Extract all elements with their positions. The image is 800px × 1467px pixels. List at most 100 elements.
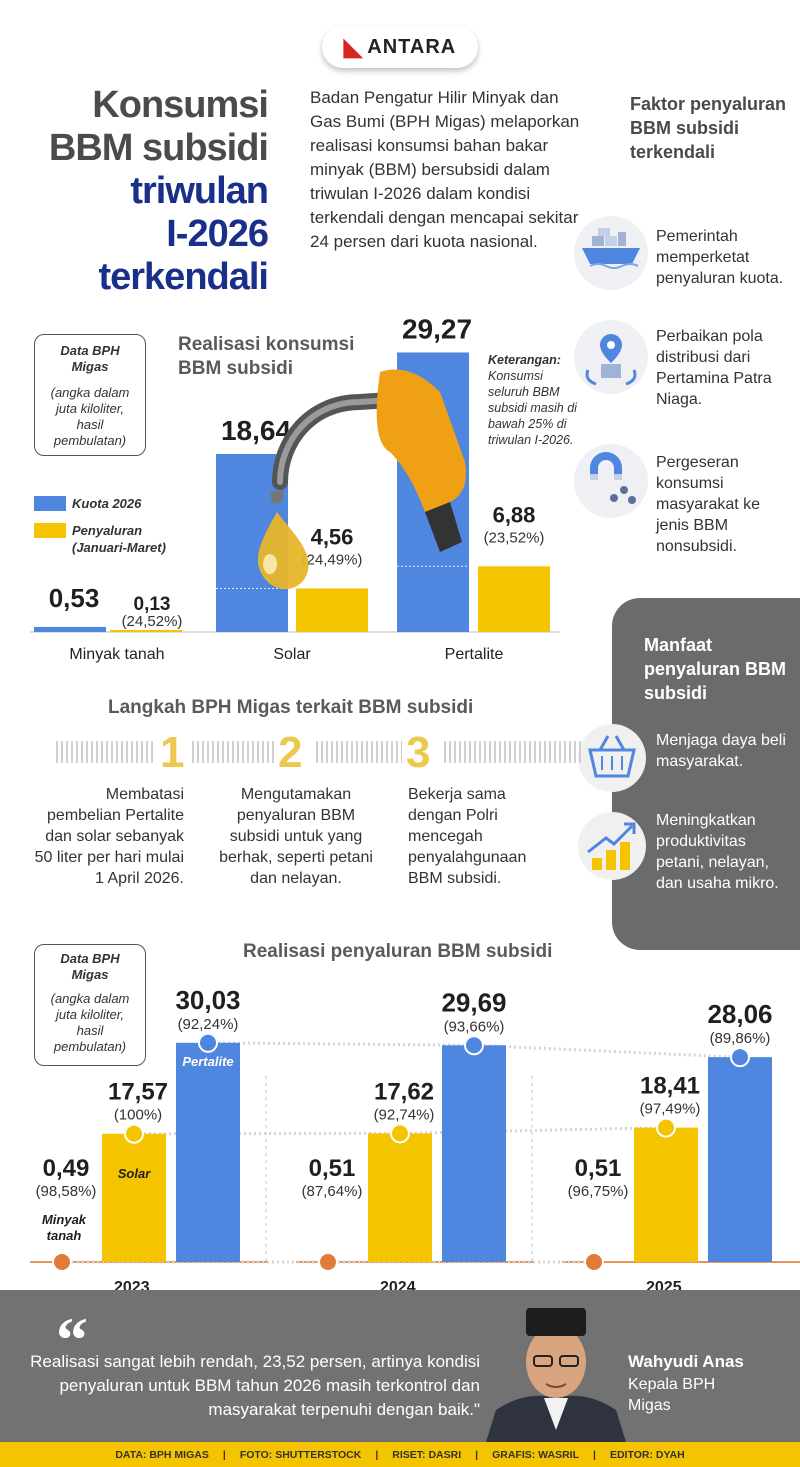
legend-swatch-kuota <box>34 496 66 511</box>
chart2-value-label: 0,51 <box>575 1155 622 1182</box>
solar-bar <box>102 1133 166 1262</box>
minyak-tanah-dot <box>584 1252 604 1272</box>
credit-editor: EDITOR: DYAH <box>609 1448 685 1461</box>
quote-mark: “ <box>56 1304 88 1375</box>
chart2-value-label: 28,06 <box>707 999 772 1029</box>
quote-text: Realisasi sangat lebih rendah, 23,52 per… <box>30 1352 480 1419</box>
minyak-tanah-dot <box>318 1252 338 1272</box>
manfaat-title: Manfaat penyaluran BBM subsidi <box>644 635 787 703</box>
step-divider-3 <box>316 741 402 763</box>
step-text-2: Mengutamakan penyaluran BBM subsidi untu… <box>219 786 373 887</box>
chart2-percent-label: (96,75%) <box>568 1183 629 1200</box>
credits-footer: DATA: BPH MIGAS | FOTO: SHUTTERSTOCK | R… <box>0 1442 800 1467</box>
chart2-percent-label: (92,74%) <box>374 1106 435 1123</box>
title-line-2: BBM subsidi <box>48 127 269 169</box>
kuota-value-label: 18,64 <box>221 415 291 446</box>
factor-item-2: Perbaikan pola distribusi dari Pertamina… <box>656 328 772 408</box>
step-number-1: 1 <box>160 728 185 777</box>
speaker-portrait <box>486 1308 626 1442</box>
steps-title: Langkah BPH Migas terkait BBM subsidi <box>108 697 474 718</box>
antara-logo-mark: ◣ <box>343 33 364 61</box>
credit-sep: | <box>593 1448 596 1461</box>
series-label-pertalite: Pertalite <box>182 1054 233 1069</box>
chart2-value-label: 18,41 <box>640 1073 700 1100</box>
chart2-value-label: 17,57 <box>108 1079 168 1106</box>
chart1-note-text: Konsumsi seluruh BBM subsidi masih di ba… <box>488 369 577 447</box>
manfaat-item-2: Meningkatkan produktivitas petani, nelay… <box>656 812 779 892</box>
chart2-value-label: 17,62 <box>374 1078 434 1105</box>
pertalite-dot <box>464 1035 484 1056</box>
chart2-trend-line <box>473 1043 741 1059</box>
minyak-tanah-dot <box>52 1252 72 1272</box>
credit-sep: | <box>222 1448 226 1461</box>
title-line-5: terkendali <box>98 256 269 298</box>
penyaluran-value-label: 4,56 <box>311 524 354 549</box>
penyaluran-percent-label: (24,49%) <box>302 551 363 568</box>
chart2-percent-label: (92,24%) <box>178 1016 239 1033</box>
data-source-box-1: Data BPH Migas (angka dalam juta kilolit… <box>34 334 146 456</box>
credit-sep: | <box>375 1448 379 1461</box>
step-number-3: 3 <box>406 728 431 777</box>
credit-data: DATA: BPH MIGAS <box>115 1448 209 1461</box>
chart2-value-label: 30,03 <box>175 985 240 1015</box>
data-source-note-2: (angka dalam juta kiloliter, hasil pembu… <box>50 991 130 1054</box>
chart2-title: Realisasi penyaluran BBM subsidi <box>243 941 553 962</box>
solar-dot <box>656 1117 676 1138</box>
title-line-4: I-2026 <box>166 213 269 255</box>
chart2-value-label: 0,49 <box>43 1155 90 1182</box>
speaker-role: Kepala BPH Migas <box>628 1376 716 1414</box>
chart2-value-label: 0,51 <box>309 1155 356 1182</box>
credit-foto: FOTO: SHUTTERSTOCK <box>239 1448 362 1461</box>
pertalite-bar <box>708 1057 772 1262</box>
pertalite-dot <box>730 1047 750 1068</box>
penyaluran-percent-label: (24,52%) <box>122 613 183 630</box>
manfaat-panel <box>612 598 800 950</box>
antara-logo[interactable]: ◣ ANTARA <box>322 26 478 68</box>
series-label-minyak-tanah-1: Minyak <box>42 1212 87 1227</box>
cargo-ship-icon <box>574 216 648 290</box>
credit-riset: RISET: DASRI <box>392 1448 462 1461</box>
credit-sep: | <box>475 1448 479 1461</box>
speaker-name: Wahyudi Anas <box>628 1352 744 1371</box>
magnet-icon <box>574 444 648 518</box>
data-source-note-1: (angka dalam juta kiloliter, hasil pembu… <box>50 385 130 448</box>
chart2-plot: 0,49(98,58%)0,51(87,64%)0,51(96,75%)17,5… <box>30 985 800 1272</box>
basket-icon <box>578 724 646 792</box>
title-line-1: Konsumsi <box>92 84 269 126</box>
distribution-icon <box>574 320 648 394</box>
manfaat-item-1: Menjaga daya beli masyarakat. <box>656 732 786 770</box>
series-label-solar: Solar <box>118 1166 151 1181</box>
solar-dot <box>124 1123 144 1144</box>
solar-bar <box>634 1127 698 1262</box>
chart2-trend-line <box>207 1041 475 1047</box>
step-divider-1 <box>56 741 156 763</box>
pertalite-dot <box>198 1032 218 1053</box>
penyaluran-bar <box>478 566 550 632</box>
chart1-category-1: Minyak tanah <box>69 646 165 663</box>
series-label-minyak-tanah-2: tanah <box>47 1228 82 1243</box>
antara-logo-text: ANTARA <box>367 35 457 58</box>
chart2-percent-label: (89,86%) <box>710 1030 771 1047</box>
legend-swatch-penyaluran <box>34 523 66 538</box>
chart2-percent-label: (98,58%) <box>36 1183 97 1200</box>
solar-dot <box>390 1123 410 1144</box>
penyaluran-value-label: 0,13 <box>134 594 171 615</box>
step-divider-4 <box>444 741 584 763</box>
kuota-value-label: 29,27 <box>402 313 472 344</box>
chart1-note: Keterangan: Konsumsi seluruh BBM subsidi… <box>488 352 578 448</box>
credit-grafis: GRAFIS: WASRIL <box>492 1448 580 1461</box>
chart2-percent-label: (100%) <box>114 1107 162 1124</box>
step-text-3: Bekerja sama dengan Polri mencegah penya… <box>408 786 527 887</box>
growth-icon <box>578 812 646 880</box>
pertalite-bar <box>176 1042 240 1262</box>
chart1-title: Realisasi konsumsi BBM subsidi <box>178 334 355 379</box>
penyaluran-bar <box>296 588 368 632</box>
chart2-value-label: 29,69 <box>441 987 506 1017</box>
data-source-title-1: Data BPH Migas <box>60 343 120 374</box>
kuota-value-label: 0,53 <box>49 583 100 613</box>
chart1-note-title: Keterangan: <box>488 353 561 367</box>
penyaluran-percent-label: (23,52%) <box>484 529 545 546</box>
factor-item-1: Pemerintah memperketat penyaluran kuota. <box>656 228 784 287</box>
fuel-nozzle-icon <box>257 369 466 590</box>
kuota-bar <box>34 626 106 632</box>
